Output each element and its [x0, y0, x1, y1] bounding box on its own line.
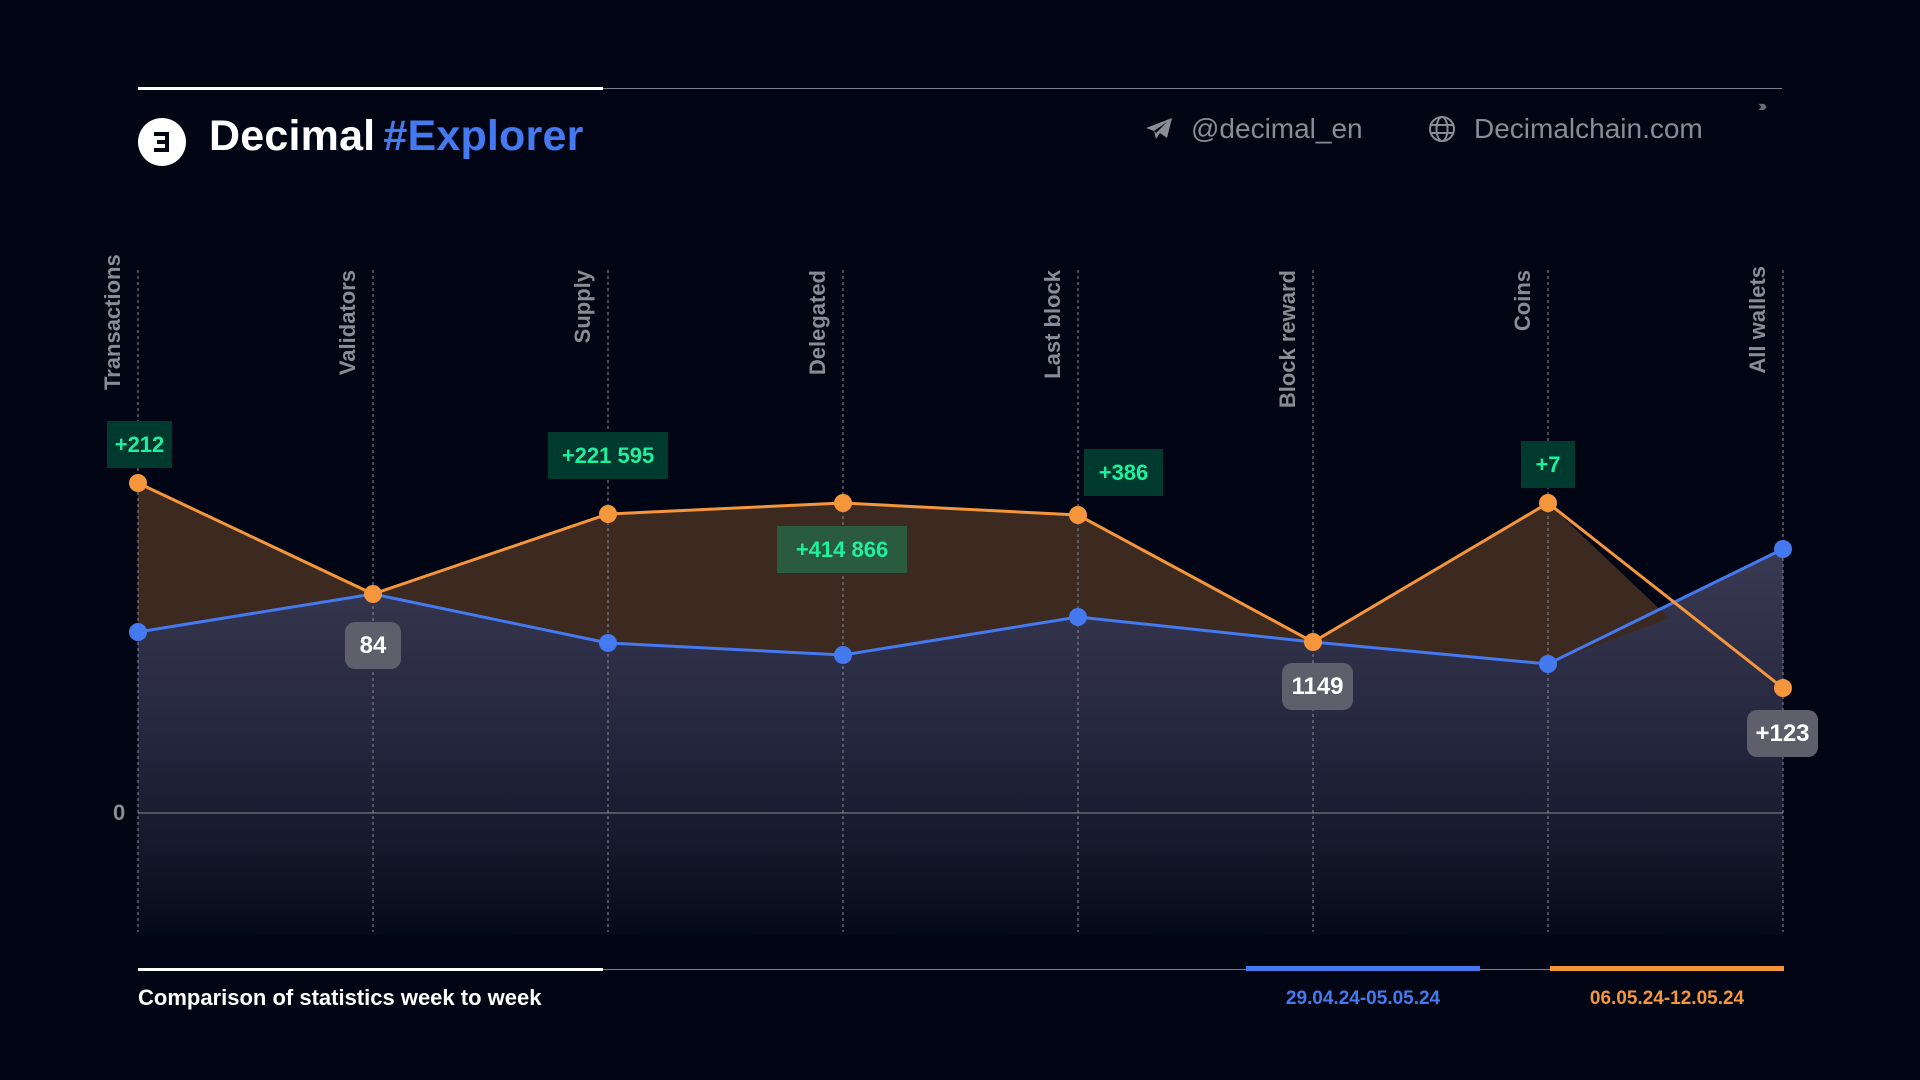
- y-axis-zero-label: 0: [113, 800, 126, 825]
- category-label-all-wallets: All wallets: [1745, 266, 1770, 374]
- website-url: Decimalchain.com: [1474, 113, 1703, 144]
- decimal-logo-icon: [138, 118, 186, 166]
- blue-series-points: [129, 540, 1792, 673]
- legend-swatch-week1: [1246, 966, 1480, 971]
- annotation-block-reward: 1149: [1282, 663, 1353, 710]
- header-divider-accent: [138, 87, 603, 90]
- category-label-delegated: Delegated: [805, 270, 830, 376]
- chevrons-right-icon: ››››: [1758, 98, 1768, 115]
- footer-divider: [138, 969, 1782, 970]
- category-label-transactions: Transactions: [100, 254, 125, 390]
- orange-series-points: [129, 474, 1792, 697]
- annotation-supply: +221 595: [548, 432, 668, 479]
- category-label-supply: Supply: [570, 270, 595, 344]
- telegram-handle: @decimal_en: [1191, 113, 1363, 144]
- category-label-block-reward: Block reward: [1275, 270, 1300, 409]
- legend-label-week1: 29.04.24-05.05.24: [1285, 988, 1441, 1009]
- annotation-delegated: +414 866: [777, 526, 907, 573]
- annotation-validators: 84: [345, 622, 401, 669]
- annotation-coins: +7: [1521, 441, 1575, 488]
- category-label-last-block: Last block: [1040, 270, 1065, 379]
- annotation-last-block: +386: [1084, 449, 1163, 496]
- blue-series-line: [137, 547, 1784, 666]
- annotation-all-wallets: +123: [1747, 710, 1818, 757]
- orange-series-line: [137, 481, 1784, 690]
- website-link[interactable]: Decimalchain.com: [1428, 112, 1703, 146]
- footer-divider-accent: [138, 968, 603, 971]
- category-label-validators: Validators: [335, 270, 360, 376]
- globe-icon: [1429, 116, 1455, 142]
- brand-title: Decimal #Explorer: [209, 112, 584, 161]
- telegram-icon: [1146, 118, 1172, 139]
- brand-name: Decimal: [209, 112, 376, 160]
- brand-tag: #Explorer: [383, 112, 584, 160]
- category-label-coins: Coins: [1510, 270, 1535, 332]
- orange-area: [138, 483, 1669, 664]
- chart-caption: Comparison of statistics week to week: [138, 985, 542, 1010]
- legend-label-week2: 06.05.24-12.05.24: [1589, 988, 1745, 1009]
- telegram-link[interactable]: @decimal_en: [1145, 112, 1363, 146]
- legend-swatch-week2: [1550, 966, 1784, 971]
- blue-area: [138, 549, 1783, 935]
- annotation-transactions: +212: [107, 421, 172, 468]
- header-divider: [138, 88, 1782, 89]
- category-gridlines: [137, 270, 1784, 932]
